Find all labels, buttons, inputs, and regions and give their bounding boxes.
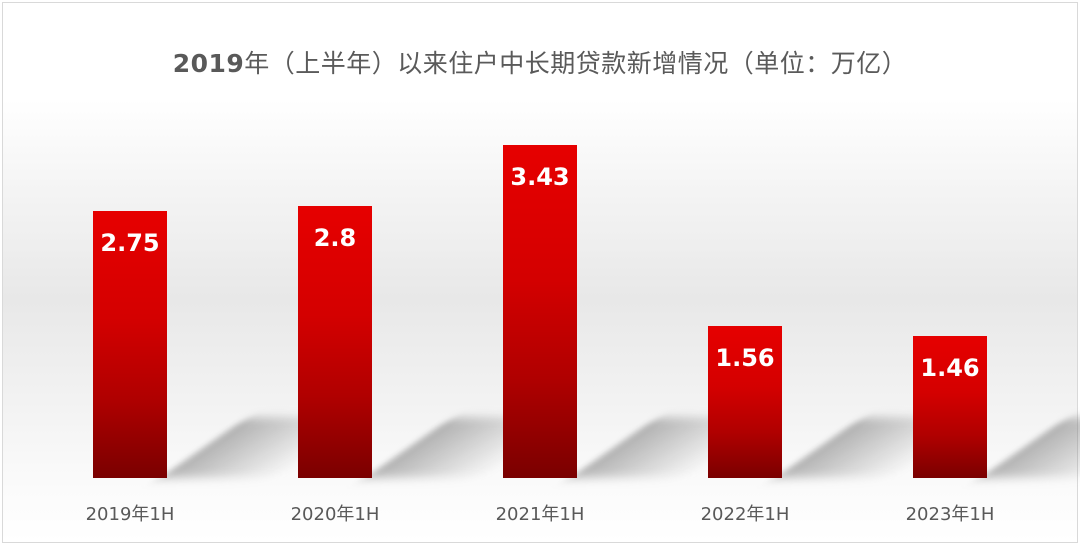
x-axis-category-label: 2022年1H xyxy=(700,504,790,525)
chart-title: 2019年（上半年）以来住户中长期贷款新增情况（单位：万亿） xyxy=(172,49,908,78)
x-axis-category-label: 2019年1H xyxy=(85,504,175,525)
bar: 1.46 xyxy=(913,336,987,478)
bar-value-label: 1.56 xyxy=(715,344,775,372)
bar-value-label: 2.8 xyxy=(313,224,357,252)
bar-value-label: 2.75 xyxy=(100,229,160,257)
x-axis-category-label: 2023年1H xyxy=(905,504,995,525)
bar-value-label: 3.43 xyxy=(510,163,570,191)
bar: 1.56 xyxy=(708,326,782,478)
x-axis-category-label: 2021年1H xyxy=(495,504,585,525)
bar: 2.8 xyxy=(298,206,372,478)
bar-value-label: 1.46 xyxy=(920,354,980,382)
bar: 3.43 xyxy=(503,145,577,478)
x-axis-category-label: 2020年1H xyxy=(290,504,380,525)
bar: 2.75 xyxy=(93,211,167,478)
